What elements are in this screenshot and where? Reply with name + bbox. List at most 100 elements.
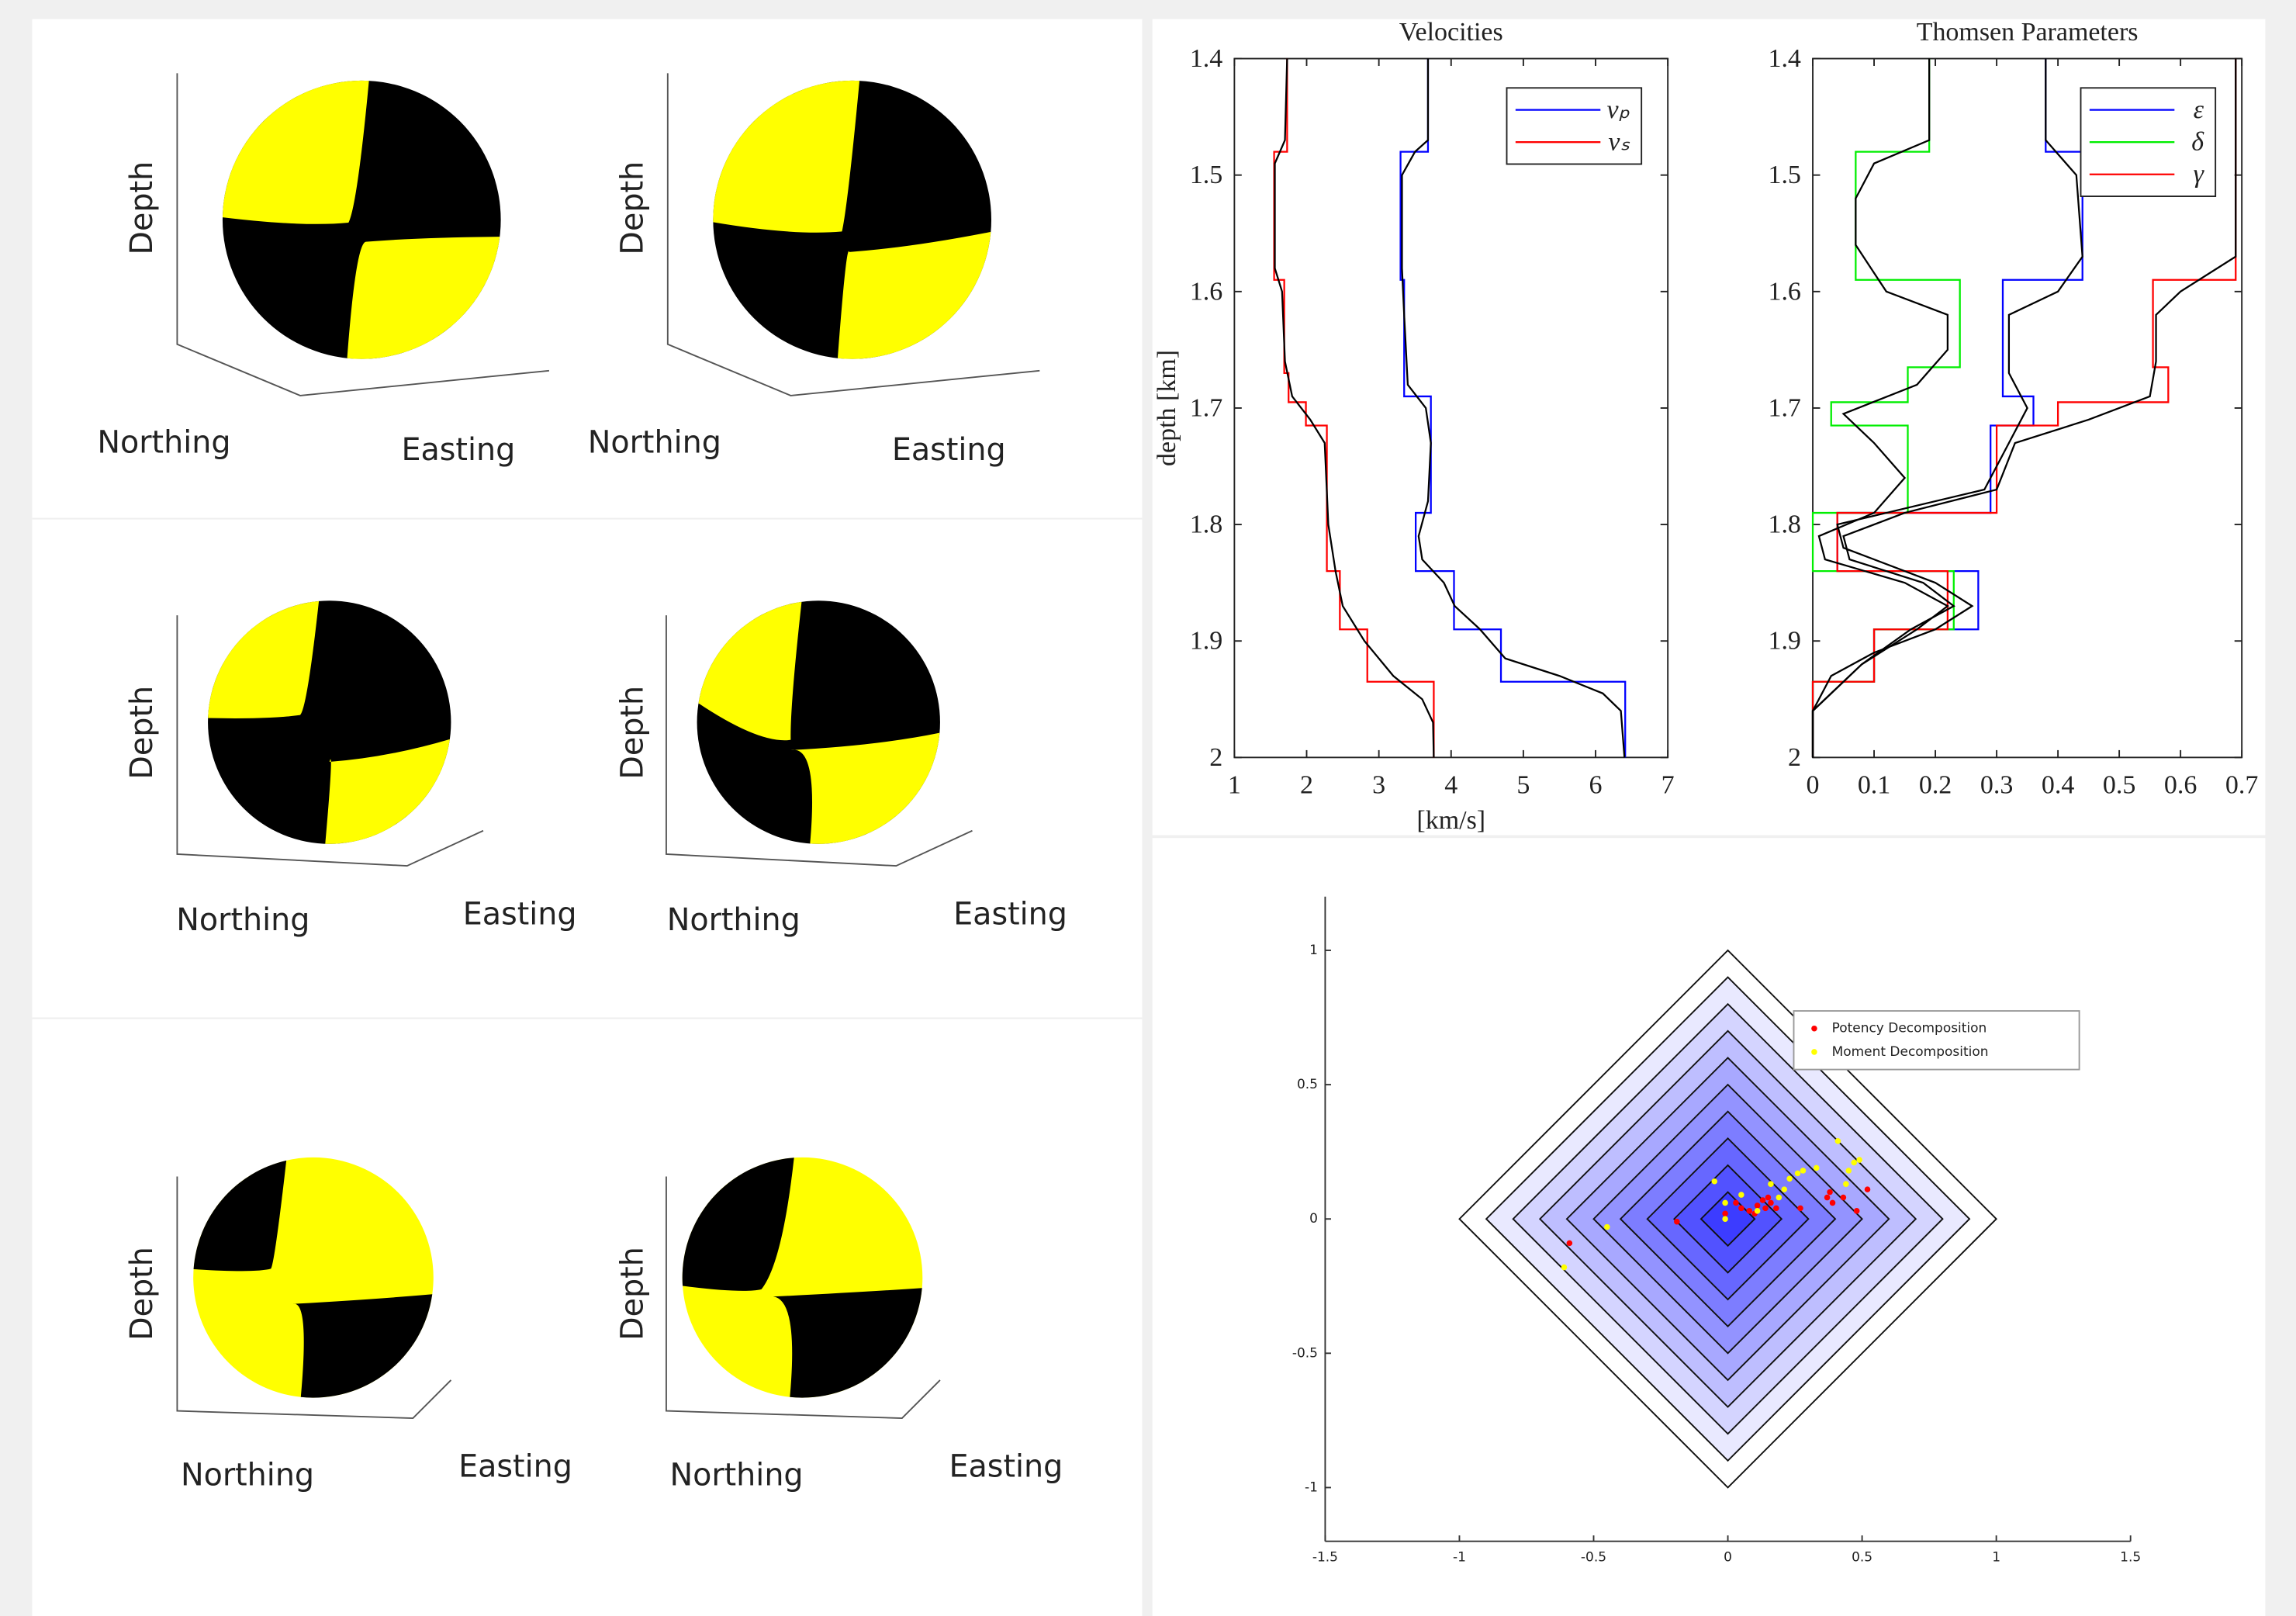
point: [1746, 1208, 1752, 1214]
y-tick-label: 1.7: [1190, 393, 1222, 422]
point: [1795, 1171, 1801, 1177]
point: [1733, 1200, 1739, 1206]
axis-label: Depth: [124, 161, 160, 255]
legend-label: vₚ: [1606, 95, 1630, 124]
x-tick-label: 1: [1228, 771, 1241, 800]
x-tick-label: -1: [1453, 1549, 1466, 1565]
point: [1835, 1138, 1841, 1144]
point: [1824, 1195, 1831, 1201]
point: [1773, 1206, 1779, 1212]
axis-label: Northing: [181, 1458, 314, 1493]
y-tick-label: 2: [1788, 743, 1801, 772]
y-tick-label: 1.6: [1190, 277, 1222, 306]
x-tick-label: 0.5: [2103, 771, 2135, 800]
point: [1760, 1197, 1766, 1203]
y-tick-label: 1.9: [1768, 627, 1800, 656]
x-tick-label: 0.5: [1852, 1549, 1872, 1565]
x-tick-label: 0: [1724, 1549, 1732, 1565]
legend-marker: [1811, 1049, 1817, 1055]
point: [1827, 1189, 1833, 1196]
x-tick-label: 1: [1992, 1549, 2000, 1565]
axis-label: Depth: [615, 161, 651, 255]
point: [1776, 1195, 1783, 1201]
x-tick-label: 0.2: [1919, 771, 1952, 800]
axis-label: Northing: [176, 902, 309, 938]
y-tick-label: 2: [1209, 743, 1222, 772]
point: [1738, 1192, 1744, 1198]
chart-title: Velocities: [1399, 18, 1503, 47]
axis-label: Depth: [124, 1247, 160, 1341]
y-tick-label: 1.8: [1768, 510, 1800, 539]
axis-label: Easting: [458, 1448, 572, 1484]
point: [1856, 1157, 1862, 1163]
legend-label: γ: [2194, 160, 2205, 189]
legend-box: [1794, 1011, 2080, 1070]
point: [1755, 1208, 1761, 1214]
axis-label: Easting: [463, 896, 577, 932]
axis-label: Depth: [615, 1247, 651, 1341]
point: [1738, 1206, 1744, 1212]
point: [1755, 1202, 1761, 1209]
axis-label: Northing: [97, 424, 230, 460]
y-tick-label: -1: [1305, 1479, 1318, 1495]
x-tick-label: -1.5: [1312, 1549, 1338, 1565]
x-axis-label: [km/s]: [1416, 806, 1485, 835]
y-tick-label: 1.6: [1768, 277, 1800, 306]
legend-label: Potency Decomposition: [1832, 1021, 1987, 1036]
axis-label: Easting: [892, 432, 1006, 468]
axis-label: Depth: [124, 686, 160, 780]
y-tick-label: 1.4: [1768, 44, 1800, 73]
legend-label: δ: [2191, 128, 2204, 157]
x-tick-label: 6: [1589, 771, 1603, 800]
point: [1797, 1206, 1803, 1212]
point: [1561, 1265, 1568, 1271]
y-tick-label: 1.7: [1768, 393, 1800, 422]
point: [1865, 1186, 1871, 1192]
axis-label: Easting: [949, 1448, 1063, 1484]
page: Depth Northing Easting Depth Northing Easting…: [0, 0, 2296, 1616]
x-tick-label: 4: [1444, 771, 1457, 800]
axis-label: Easting: [401, 432, 515, 468]
x-tick-label: 0.6: [2164, 771, 2197, 800]
x-tick-label: 0.7: [2225, 771, 2258, 800]
x-tick-label: 0: [1807, 771, 1820, 800]
point: [1781, 1186, 1787, 1192]
y-tick-label: -0.5: [1292, 1345, 1318, 1361]
y-tick-label: 0.5: [1297, 1077, 1318, 1092]
y-tick-label: 1: [1309, 943, 1318, 958]
point: [1851, 1160, 1857, 1166]
legend-label: vₛ: [1608, 128, 1630, 157]
legend-label: Moment Decomposition: [1832, 1044, 1989, 1060]
legend-label: ε: [2194, 95, 2204, 124]
point: [1814, 1165, 1820, 1171]
axis-label: Easting: [953, 896, 1067, 932]
point: [1722, 1216, 1728, 1222]
point: [1604, 1224, 1610, 1230]
y-tick-label: 1.8: [1190, 510, 1222, 539]
x-tick-label: 3: [1372, 771, 1385, 800]
point: [1768, 1181, 1774, 1187]
point: [1567, 1241, 1573, 1247]
y-tick-label: 1.5: [1190, 161, 1222, 189]
x-tick-label: 5: [1516, 771, 1530, 800]
x-tick-label: 0.4: [2042, 771, 2074, 800]
y-tick-label: 1.4: [1190, 44, 1222, 73]
axis-label: Northing: [588, 424, 721, 460]
x-tick-label: 7: [1661, 771, 1675, 800]
point: [1711, 1178, 1717, 1185]
y-tick-label: 1.9: [1190, 627, 1222, 656]
point: [1762, 1206, 1769, 1212]
x-tick-label: 1.5: [2120, 1549, 2141, 1565]
legend-marker: [1811, 1026, 1817, 1032]
point: [1786, 1176, 1793, 1182]
point: [1800, 1168, 1807, 1174]
point: [1765, 1195, 1772, 1201]
point: [1843, 1181, 1849, 1187]
x-tick-label: -0.5: [1581, 1549, 1606, 1565]
point: [1768, 1200, 1774, 1206]
point: [1846, 1168, 1852, 1174]
x-tick-label: 0.3: [1980, 771, 2013, 800]
y-tick-label: 1.5: [1768, 161, 1800, 189]
point: [1830, 1200, 1836, 1206]
x-tick-label: 0.1: [1858, 771, 1890, 800]
